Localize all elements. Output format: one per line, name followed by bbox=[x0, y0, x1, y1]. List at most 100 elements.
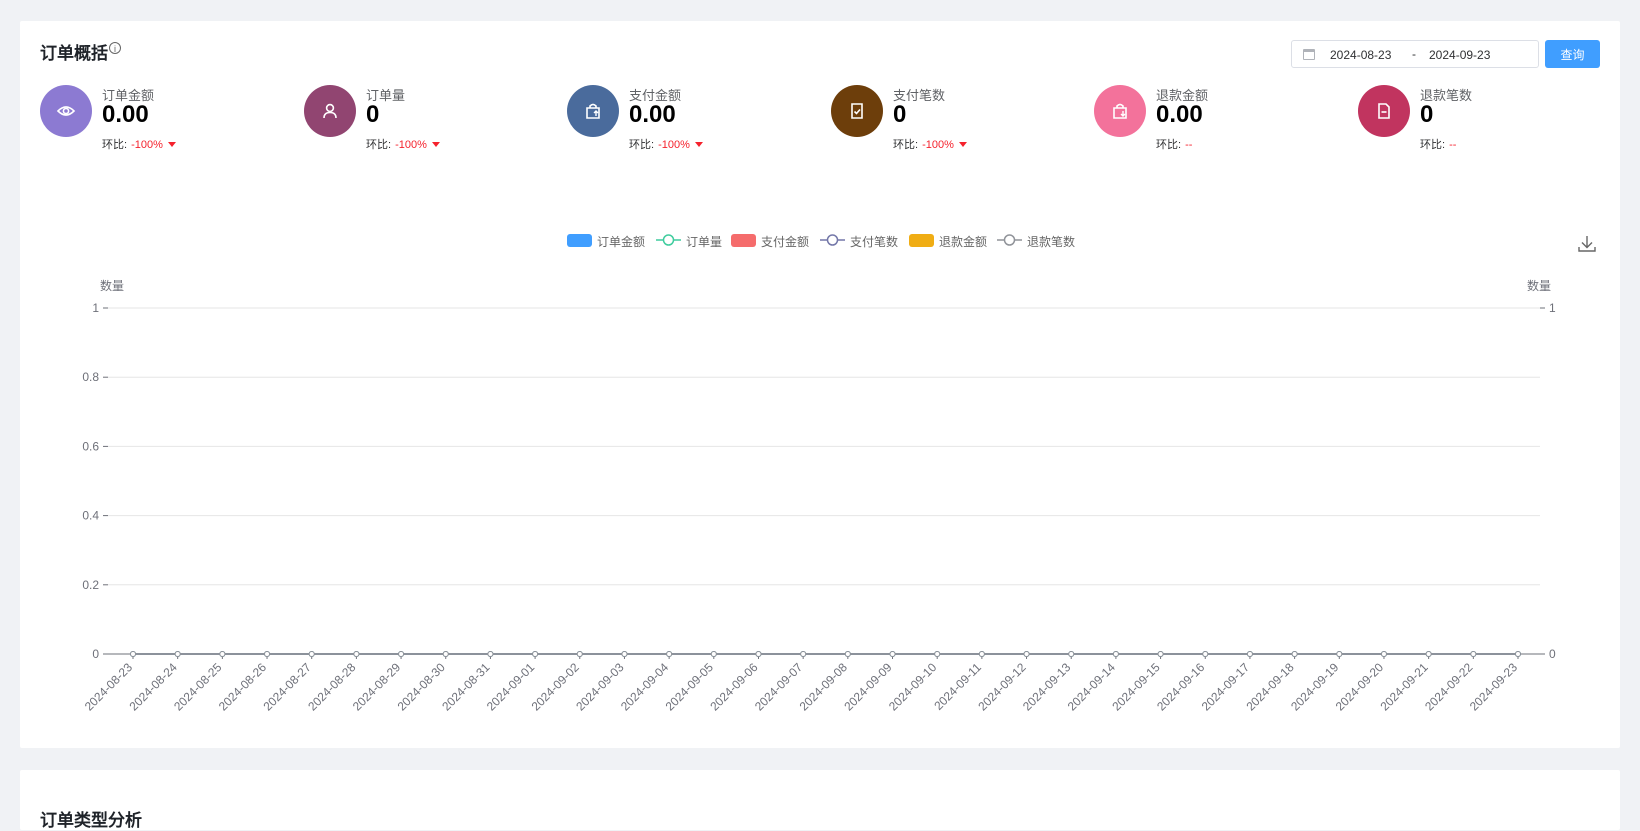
info-circle-icon[interactable]: i bbox=[109, 42, 121, 54]
y-axis-title-left: 数量 bbox=[100, 278, 124, 293]
stat-card: 退款金额 0.00 环比: -- bbox=[1094, 85, 1344, 155]
trend-down-icon bbox=[431, 142, 440, 147]
stat-card: 订单金额 0.00 环比: -100% bbox=[40, 85, 290, 155]
user-icon bbox=[323, 103, 337, 119]
series-point bbox=[934, 651, 941, 657]
legend-line-swatch bbox=[820, 234, 845, 246]
series-point bbox=[219, 651, 226, 657]
page-title: 订单概括 bbox=[40, 44, 108, 63]
calendar-icon bbox=[1303, 49, 1315, 60]
legend-swatch bbox=[909, 234, 934, 247]
stat-card: 支付笔数 0 环比: -100% bbox=[831, 85, 1081, 155]
series-point bbox=[1068, 651, 1075, 657]
stat-ratio-label: 环比: bbox=[1156, 139, 1182, 151]
series-point bbox=[1515, 651, 1521, 657]
stat-label: 订单金额 bbox=[102, 88, 155, 103]
stat-ratio: 环比: -100% bbox=[366, 136, 440, 152]
legend-line-swatch bbox=[997, 234, 1022, 246]
doc-check-icon bbox=[851, 103, 863, 119]
series-point bbox=[1246, 651, 1253, 657]
stat-ratio-label: 环比: bbox=[1420, 139, 1446, 151]
stat-ratio-value: -- bbox=[1449, 139, 1457, 151]
stat-value: 0 bbox=[893, 101, 907, 128]
stat-label: 支付笔数 bbox=[893, 88, 946, 103]
bag-up-icon bbox=[586, 103, 600, 119]
legend-label: 支付笔数 bbox=[850, 235, 899, 249]
series-point bbox=[666, 651, 673, 657]
eye-icon bbox=[56, 106, 76, 116]
stat-ratio-label: 环比: bbox=[893, 139, 919, 151]
x-tick-label: 2024-09-10 bbox=[886, 660, 940, 714]
y-tick-label: 0.8 bbox=[82, 370, 99, 384]
order-type-card: 订单类型分析 bbox=[20, 770, 1620, 830]
stat-label: 订单量 bbox=[366, 88, 406, 103]
series-point bbox=[1157, 651, 1164, 657]
stat-ratio-label: 环比: bbox=[366, 139, 392, 151]
series-point bbox=[1291, 651, 1298, 657]
stat-ratio: 环比: -- bbox=[1156, 136, 1192, 152]
stat-ratio: 环比: -100% bbox=[102, 136, 176, 152]
stat-value: 0 bbox=[1420, 101, 1434, 128]
series-point bbox=[1380, 651, 1387, 657]
legend-label: 支付金额 bbox=[761, 235, 810, 249]
date-range-separator: - bbox=[1412, 47, 1416, 61]
series-point bbox=[621, 651, 628, 657]
date-range-picker[interactable]: 2024-08-23 - 2024-09-23 bbox=[1291, 40, 1539, 68]
series-point bbox=[1425, 651, 1432, 657]
bag-down-icon bbox=[1113, 103, 1127, 119]
stat-card: 订单量 0 环比: -100% bbox=[304, 85, 554, 155]
stat-value: 0.00 bbox=[102, 101, 149, 128]
stat-ratio-label: 环比: bbox=[629, 139, 655, 151]
stat-icon-circle bbox=[1358, 85, 1410, 137]
stat-ratio-label: 环比: bbox=[102, 139, 128, 151]
y-tick-label: 0.4 bbox=[82, 509, 99, 523]
stat-ratio: 环比: -- bbox=[1420, 136, 1456, 152]
stat-icon-circle bbox=[567, 85, 619, 137]
series-point bbox=[174, 651, 181, 657]
series-point bbox=[1112, 651, 1119, 657]
date-range-end[interactable]: 2024-09-23 bbox=[1429, 48, 1491, 62]
y-tick-label: 0.6 bbox=[82, 439, 99, 453]
download-icon[interactable] bbox=[1577, 234, 1597, 254]
stat-ratio-value: -100% bbox=[658, 139, 690, 151]
legend-swatch bbox=[567, 234, 592, 247]
stat-value: 0.00 bbox=[629, 101, 676, 128]
series-point bbox=[1202, 651, 1209, 657]
trend-down-icon bbox=[958, 142, 967, 147]
series-point bbox=[532, 651, 539, 657]
trend-down-icon bbox=[694, 142, 703, 147]
date-range-start[interactable]: 2024-08-23 bbox=[1330, 48, 1392, 62]
legend-label: 订单金额 bbox=[597, 235, 646, 249]
stat-icon-circle bbox=[1094, 85, 1146, 137]
stat-card: 支付金额 0.00 环比: -100% bbox=[567, 85, 817, 155]
stat-icon-circle bbox=[831, 85, 883, 137]
stat-value: 0.00 bbox=[1156, 101, 1203, 128]
legend-label: 订单量 bbox=[686, 235, 723, 249]
stat-ratio: 环比: -100% bbox=[893, 136, 967, 152]
stat-icon-circle bbox=[304, 85, 356, 137]
y-right-tick-label: 0 bbox=[1549, 647, 1556, 661]
legend-label: 退款笔数 bbox=[1027, 235, 1076, 249]
stat-card: 退款笔数 0 环比: -- bbox=[1358, 85, 1608, 155]
legend-line-swatch bbox=[656, 234, 681, 246]
section-title: 订单类型分析 bbox=[40, 811, 142, 830]
stat-ratio-value: -- bbox=[1185, 139, 1193, 151]
series-point bbox=[576, 651, 583, 657]
y-tick-label: 0.2 bbox=[82, 578, 99, 592]
series-point bbox=[1470, 651, 1477, 657]
series-point bbox=[353, 651, 360, 657]
series-point bbox=[755, 651, 762, 657]
query-button[interactable]: 查询 bbox=[1545, 40, 1600, 68]
legend-swatch bbox=[731, 234, 756, 247]
series-point bbox=[264, 651, 271, 657]
series-point bbox=[1336, 651, 1343, 657]
stat-label: 退款金额 bbox=[1156, 88, 1209, 103]
doc-minus-icon bbox=[1378, 103, 1390, 119]
y-right-tick-label: 1 bbox=[1549, 301, 1556, 315]
series-point bbox=[442, 651, 449, 657]
stat-label: 支付金额 bbox=[629, 88, 682, 103]
stat-ratio-value: -100% bbox=[922, 139, 954, 151]
series-point bbox=[130, 651, 136, 657]
series-point bbox=[308, 651, 315, 657]
stat-ratio: 环比: -100% bbox=[629, 136, 703, 152]
